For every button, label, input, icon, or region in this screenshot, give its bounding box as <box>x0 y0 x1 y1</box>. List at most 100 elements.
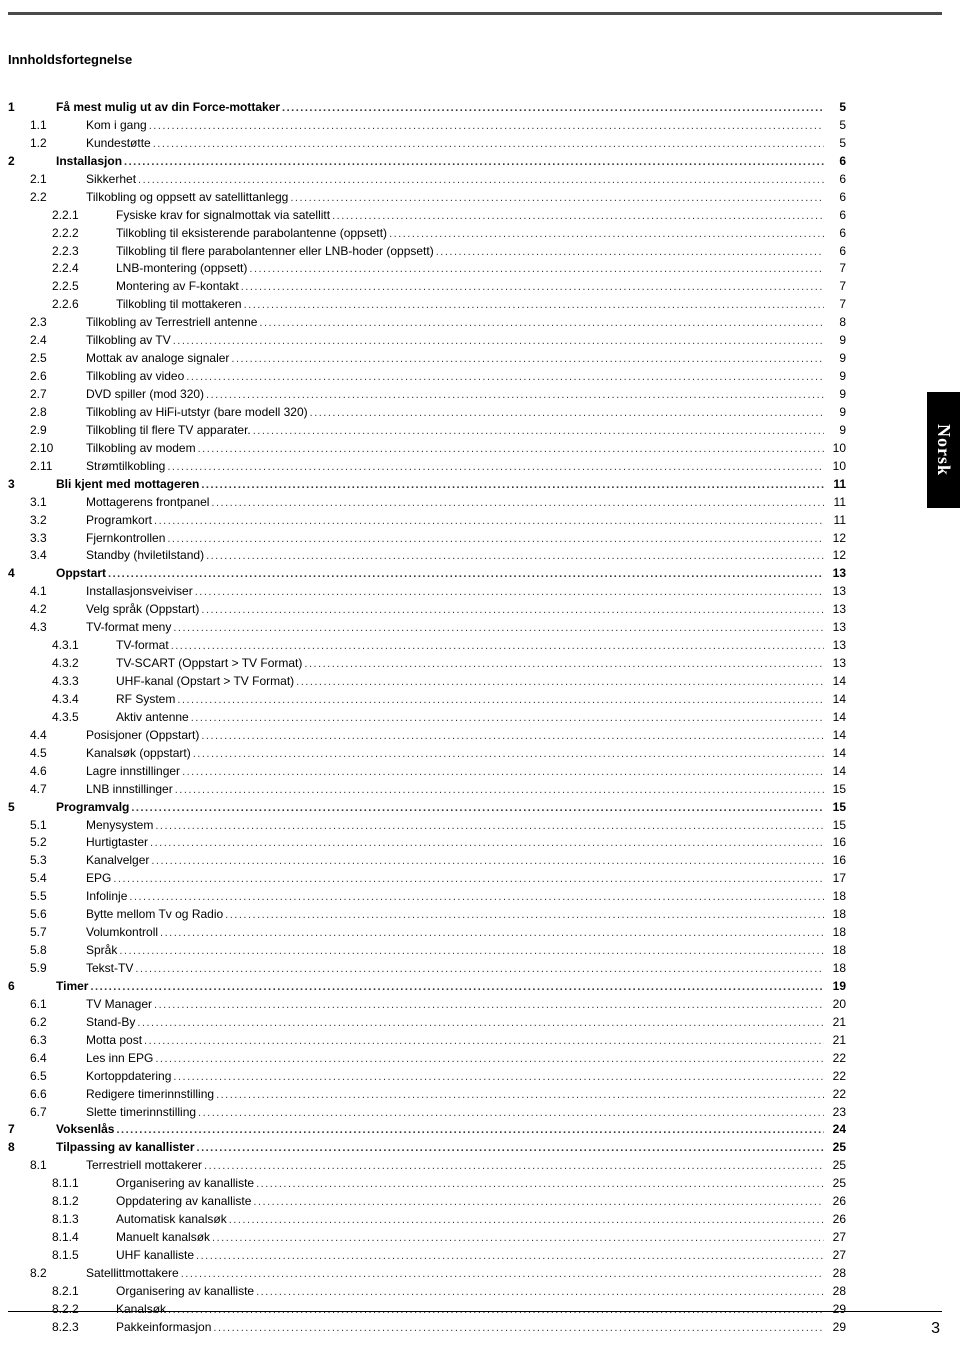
toc-title-text: Menysystem <box>86 817 153 834</box>
toc-leader: ........................................… <box>251 424 824 440</box>
toc-number: 5.4 <box>30 870 86 887</box>
toc-leader: ........................................… <box>223 908 824 924</box>
toc-page: 10 <box>824 440 846 457</box>
toc-page: 11 <box>824 494 846 511</box>
toc-title-text: Bli kjent med mottageren <box>56 476 199 493</box>
toc-title-text: Hurtigtaster <box>86 834 148 851</box>
toc-content: Innholdsfortegnelse 1Få mest mulig ut av… <box>8 52 846 1337</box>
toc-number: 5.7 <box>30 924 86 941</box>
toc-leader: ........................................… <box>191 747 824 763</box>
toc-row: 2.2Tilkobling og oppsett av satellittanl… <box>8 189 846 207</box>
toc-number: 2.8 <box>30 404 86 421</box>
toc-row: 6.1TV Manager...........................… <box>8 996 846 1014</box>
toc-leader: ........................................… <box>179 1267 824 1283</box>
toc-page: 9 <box>824 386 846 403</box>
toc-leader: ........................................… <box>129 801 824 817</box>
toc-page: 6 <box>824 225 846 242</box>
toc-title-text: Voksenlås <box>56 1121 114 1138</box>
toc-row: 2.4Tilkobling av TV.....................… <box>8 332 846 350</box>
toc-leader: ........................................… <box>158 926 824 942</box>
toc-page: 7 <box>824 278 846 295</box>
toc-title-text: TV-SCART (Oppstart > TV Format) <box>116 655 302 672</box>
toc-title-text: Organisering av kanalliste <box>116 1175 254 1192</box>
toc-row: 6.5Kortoppdatering......................… <box>8 1068 846 1086</box>
toc-title-text: Infolinje <box>86 888 127 905</box>
toc-row: 5Programvalg............................… <box>8 799 846 817</box>
toc-number: 2.1 <box>30 171 86 188</box>
toc-page: 12 <box>824 530 846 547</box>
toc-page: 26 <box>824 1211 846 1228</box>
toc-row: 2.6Tilkobling av video..................… <box>8 368 846 386</box>
toc-leader: ........................................… <box>288 191 824 207</box>
page-number: 3 <box>931 1320 940 1338</box>
toc-leader: ........................................… <box>151 137 824 153</box>
toc-leader: ........................................… <box>194 1249 824 1265</box>
toc-page: 6 <box>824 189 846 206</box>
toc-page: 15 <box>824 781 846 798</box>
toc-title-text: Tilkobling av HiFi-utstyr (bare modell 3… <box>86 404 308 421</box>
toc-leader: ........................................… <box>171 621 824 637</box>
toc-title-text: Redigere timerinnstilling <box>86 1086 214 1103</box>
toc-title-text: Terrestriell mottakerer <box>86 1157 202 1174</box>
language-tab: Norsk <box>927 392 960 508</box>
toc-leader: ........................................… <box>152 514 824 530</box>
toc-row: 2.2.1Fysiske krav for signalmottak via s… <box>8 207 846 225</box>
toc-row: 6.6Redigere timerinnstilling............… <box>8 1086 846 1104</box>
toc-title-text: LNB innstillinger <box>86 781 173 798</box>
toc-number: 2.2.5 <box>52 278 116 295</box>
toc-page: 18 <box>824 942 846 959</box>
toc-page: 28 <box>824 1265 846 1282</box>
toc-title-text: Tilkobling av modem <box>86 440 196 457</box>
language-tab-label: Norsk <box>933 424 954 476</box>
toc-leader: ........................................… <box>251 1195 824 1211</box>
toc-number: 5.8 <box>30 942 86 959</box>
toc-title-text: Timer <box>56 978 88 995</box>
toc-title-text: Aktiv antenne <box>116 709 189 726</box>
toc-page: 13 <box>824 601 846 618</box>
toc-number: 5.6 <box>30 906 86 923</box>
toc-title-text: Kundestøtte <box>86 135 151 152</box>
toc-leader: ........................................… <box>204 549 824 565</box>
toc-leader: ........................................… <box>204 388 824 404</box>
toc-leader: ........................................… <box>147 119 824 135</box>
toc-leader: ........................................… <box>148 836 824 852</box>
toc-page: 14 <box>824 709 846 726</box>
toc-row: 4.3.1TV-format..........................… <box>8 637 846 655</box>
toc-row: 5.9Tekst-TV.............................… <box>8 960 846 978</box>
toc-leader: ........................................… <box>330 209 824 225</box>
toc-leader: ........................................… <box>135 1016 824 1032</box>
toc-page: 9 <box>824 350 846 367</box>
toc-number: 2.2.3 <box>52 243 116 260</box>
toc-row: 1.2Kundestøtte..........................… <box>8 135 846 153</box>
toc-title-text: Kanalsøk (oppstart) <box>86 745 191 762</box>
toc-page: 29 <box>824 1319 846 1336</box>
toc-page: 5 <box>824 99 846 116</box>
toc-number: 5.5 <box>30 888 86 905</box>
toc-title-text: Motta post <box>86 1032 142 1049</box>
toc-row: 6.3Motta post...........................… <box>8 1032 846 1050</box>
toc-title-text: Organisering av kanalliste <box>116 1283 254 1300</box>
toc-number: 6.3 <box>30 1032 86 1049</box>
toc-title-text: Standby (hviletilstand) <box>86 547 204 564</box>
toc-number: 4.1 <box>30 583 86 600</box>
toc-page: 16 <box>824 834 846 851</box>
toc-leader: ........................................… <box>136 173 824 189</box>
toc-number: 4.3.5 <box>52 709 116 726</box>
toc-leader: ........................................… <box>199 729 824 745</box>
toc-leader: ........................................… <box>196 442 824 458</box>
toc-page: 11 <box>824 476 846 493</box>
toc-number: 2.6 <box>30 368 86 385</box>
toc-title-text: Tekst-TV <box>86 960 133 977</box>
toc-row: 5.1Menysystem...........................… <box>8 817 846 835</box>
toc-row: 4Oppstart...............................… <box>8 565 846 583</box>
toc-leader: ........................................… <box>210 1231 824 1247</box>
toc-number: 2 <box>8 153 56 170</box>
toc-number: 2.2.2 <box>52 225 116 242</box>
toc-leader: ........................................… <box>209 496 824 512</box>
toc-row: 1.1Kom i gang...........................… <box>8 117 846 135</box>
toc-row: 8.2.1Organisering av kanalliste.........… <box>8 1283 846 1301</box>
toc-title-text: TV-format <box>116 637 169 654</box>
toc-number: 3.2 <box>30 512 86 529</box>
toc-number: 8.2.2 <box>52 1301 116 1318</box>
toc-number: 2.5 <box>30 350 86 367</box>
